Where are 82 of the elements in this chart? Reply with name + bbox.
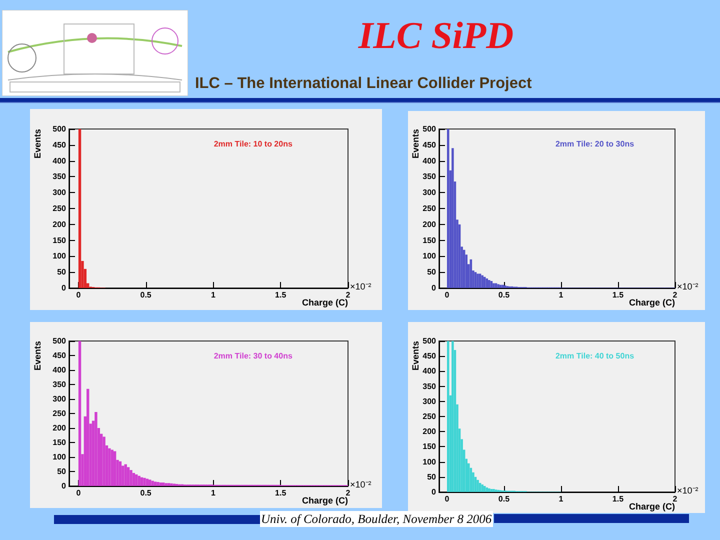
y-tick-label: 150 xyxy=(52,236,67,245)
y-axis-title: Events xyxy=(410,129,420,159)
y-tick-label: 300 xyxy=(52,188,67,198)
x-tick-label: 0 xyxy=(76,290,82,300)
text: ×10⁻² xyxy=(350,282,372,292)
x-tick-label: 2 xyxy=(672,290,678,300)
y-tick-label: 400 xyxy=(52,156,67,166)
y-tick-label: 200 xyxy=(52,220,67,229)
y-tick-label: 300 xyxy=(422,396,437,406)
x-tick-label: 1.5 xyxy=(275,488,287,498)
y-tick-label: 50 xyxy=(427,268,437,277)
y-tick-label: 50 xyxy=(57,467,67,476)
x-tick-label: 2 xyxy=(672,494,678,504)
x-axis-title: Charge (C) xyxy=(628,502,675,512)
x-tick-label: 1 xyxy=(558,494,564,504)
y-axis-title: Events xyxy=(410,341,420,371)
y-tick-label: 450 xyxy=(52,140,67,150)
text: 2mm Tile: 10 to 20ns xyxy=(214,140,293,148)
y-tick-label: 200 xyxy=(52,424,67,432)
text: 2mm Tile: 40 to 50ns xyxy=(555,352,635,360)
y-tick-label: 100 xyxy=(422,457,437,466)
y-tick-label: 450 xyxy=(422,140,437,150)
x-tick-label: 2 xyxy=(346,290,351,300)
y-tick-label: 0 xyxy=(62,482,67,490)
y-tick-label: 250 xyxy=(52,409,67,418)
y-tick-label: 250 xyxy=(422,412,437,421)
x-tick-label: 0 xyxy=(444,290,450,300)
x-axis-title: Charge (C) xyxy=(302,496,348,506)
text: 2mm Tile: 20 to 30ns xyxy=(555,140,635,148)
y-axis-title: Events xyxy=(32,129,42,159)
y-tick-label: 150 xyxy=(52,438,67,447)
text: Univ. of Colorado, Boulder, November 8 2006 xyxy=(260,511,493,527)
x-tick-label: 0 xyxy=(444,494,450,504)
y-tick-label: 400 xyxy=(52,366,67,374)
x-tick-label: 0.5 xyxy=(498,290,510,300)
y-tick-label: 0 xyxy=(62,284,67,292)
y-tick-label: 500 xyxy=(422,124,437,134)
text: 2mm Tile: 30 to 40ns xyxy=(214,352,293,360)
y-tick-label: 350 xyxy=(422,172,437,182)
x-tick-label: 1.5 xyxy=(612,290,624,300)
y-tick-label: 500 xyxy=(52,124,67,134)
y-tick-label: 100 xyxy=(52,252,67,261)
y-tick-label: 150 xyxy=(422,442,437,452)
y-tick-label: 100 xyxy=(52,452,67,462)
y-tick-label: 400 xyxy=(422,156,437,166)
y-tick-label: 500 xyxy=(52,336,67,346)
x-tick-label: 1.5 xyxy=(275,290,287,300)
y-tick-label: 200 xyxy=(422,220,437,229)
x-tick-label: 0.5 xyxy=(140,290,152,300)
text: ×10⁻² xyxy=(677,486,698,496)
y-tick-label: 400 xyxy=(422,366,437,376)
x-tick-label: 1 xyxy=(558,290,564,300)
y-tick-label: 200 xyxy=(422,427,437,436)
x-axis-title: Charge (C) xyxy=(302,298,348,308)
y-tick-label: 500 xyxy=(422,336,437,346)
x-tick-label: 1 xyxy=(210,290,216,300)
y-tick-label: 150 xyxy=(422,236,437,245)
y-tick-label: 300 xyxy=(422,188,437,198)
x-tick-label: 0.5 xyxy=(498,494,510,504)
y-tick-label: 100 xyxy=(422,252,437,261)
x-tick-label: 0.5 xyxy=(140,488,152,498)
y-tick-label: 350 xyxy=(422,382,437,391)
x-tick-label: 1 xyxy=(210,488,216,498)
y-tick-label: 50 xyxy=(427,472,437,482)
y-tick-label: 350 xyxy=(52,380,67,389)
y-tick-label: 450 xyxy=(422,352,437,361)
y-tick-label: 350 xyxy=(52,172,67,182)
y-tick-label: 300 xyxy=(52,394,67,404)
y-tick-label: 450 xyxy=(52,351,67,360)
text: ×10⁻² xyxy=(350,480,372,490)
y-tick-label: 250 xyxy=(422,204,437,213)
y-axis-title: Events xyxy=(32,341,42,371)
x-tick-label: 2 xyxy=(346,488,351,498)
text: ILC – The International Linear Collider Project xyxy=(195,75,532,93)
x-axis-title: Charge (C) xyxy=(628,298,675,308)
y-tick-label: 0 xyxy=(432,284,437,292)
text: ×10⁻² xyxy=(677,282,698,292)
y-tick-label: 250 xyxy=(52,204,67,213)
x-tick-label: 0 xyxy=(76,488,82,498)
y-tick-label: 50 xyxy=(57,268,67,277)
text: ILC SiPD xyxy=(358,14,514,58)
x-tick-label: 1.5 xyxy=(612,494,624,504)
